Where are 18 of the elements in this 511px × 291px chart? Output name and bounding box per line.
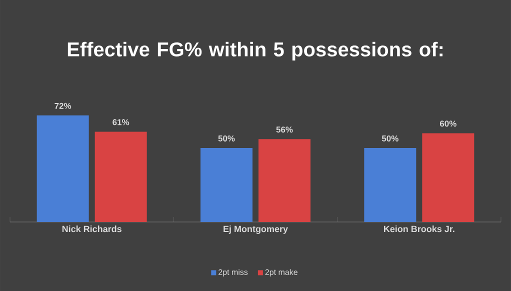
x-tick-label: Keion Brooks Jr. bbox=[384, 226, 454, 232]
data-label: 50% bbox=[382, 135, 398, 142]
x-tick-label: Nick Richards bbox=[62, 226, 122, 232]
data-label: 56% bbox=[276, 126, 293, 133]
data-label: 60% bbox=[440, 120, 456, 127]
data-label: 61% bbox=[112, 119, 130, 126]
data-label: 72% bbox=[54, 102, 72, 109]
bar bbox=[94, 132, 147, 222]
legend-label: 2pt miss bbox=[218, 269, 248, 277]
legend-label: 2pt make bbox=[265, 269, 298, 277]
bar bbox=[364, 148, 416, 222]
bar bbox=[258, 139, 310, 222]
x-tick-label: Ej Montgomery bbox=[224, 226, 288, 234]
bar bbox=[36, 115, 89, 222]
bar bbox=[422, 133, 474, 222]
chart-title: Effective FG% within 5 possessions of: bbox=[68, 42, 442, 60]
data-label: 50% bbox=[218, 135, 235, 142]
bar bbox=[200, 148, 253, 222]
